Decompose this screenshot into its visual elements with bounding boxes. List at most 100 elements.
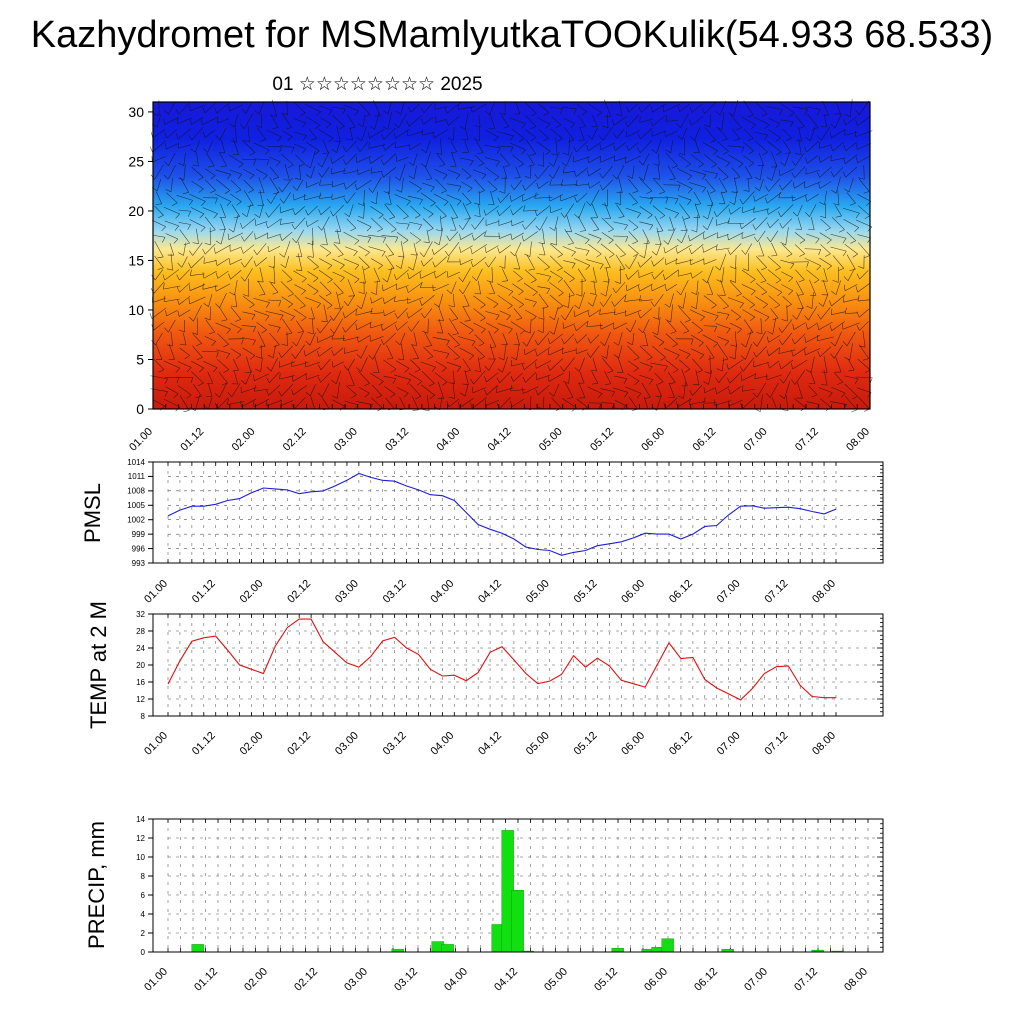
wind-barb-flag <box>356 305 362 310</box>
wind-barb <box>426 395 430 411</box>
wind-barb-flag <box>250 355 256 360</box>
wind-barb-flag <box>510 375 514 382</box>
wind-barb <box>485 166 500 178</box>
wind-barb-flag <box>432 261 436 268</box>
wind-barb <box>489 113 495 129</box>
wind-barb-flag <box>254 110 260 115</box>
wind-barb-flag <box>756 332 763 335</box>
wind-barb-flag <box>430 186 435 192</box>
wind-barb-flag <box>484 365 490 371</box>
wind-barb-flag <box>433 272 436 279</box>
wind-barb-flag <box>474 125 481 128</box>
wind-barb <box>793 398 806 408</box>
wind-barb-flag <box>410 344 417 346</box>
x-tick-label: 04.12 <box>486 426 514 454</box>
wind-barb-flag <box>187 224 191 230</box>
wind-barb-flag <box>585 250 590 256</box>
wind-barb <box>203 271 217 279</box>
wind-barb <box>446 183 462 187</box>
wind-barb <box>639 374 653 380</box>
wind-barb-flag <box>474 370 481 372</box>
wind-barb <box>780 259 794 264</box>
wind-barb <box>665 359 679 370</box>
wind-barb <box>835 176 841 194</box>
wind-barb <box>331 195 346 200</box>
wind-barb <box>606 113 609 128</box>
wind-barb-flag <box>162 237 166 243</box>
wind-barb-flag <box>382 278 388 283</box>
wind-barb <box>320 117 332 125</box>
wind-barb <box>448 242 460 257</box>
wind-barb-flag <box>267 245 270 252</box>
wind-barb <box>688 182 706 188</box>
wind-barb <box>665 152 678 167</box>
wind-barb <box>435 360 447 369</box>
wind-barb <box>831 311 846 316</box>
temp-x-ticks: 01.00 01.12 02.00 02.12 03.00 03.12 04.00 04.12… <box>142 730 838 758</box>
wind-barb <box>345 319 358 333</box>
wind-barb-flag <box>561 315 566 321</box>
wind-barb <box>387 267 393 283</box>
wind-barb <box>845 116 857 126</box>
wind-barb-flag <box>521 149 526 155</box>
wind-barb <box>255 221 268 226</box>
wind-barb <box>293 143 307 150</box>
wind-barb-flag <box>187 211 191 217</box>
wind-barb <box>409 383 422 397</box>
wind-barb-flag <box>518 304 524 309</box>
wind-barb <box>413 165 417 179</box>
wind-barb <box>356 219 372 228</box>
wind-barb <box>703 259 717 265</box>
wind-barb-flag <box>854 378 859 385</box>
wind-barb <box>835 280 841 295</box>
wind-barb <box>189 296 206 305</box>
wind-barb-flag <box>447 256 450 263</box>
wind-barb-flag <box>340 277 345 282</box>
wind-barb-flag <box>585 265 591 270</box>
wind-barb <box>499 371 511 384</box>
wind-barb <box>794 244 805 254</box>
wind-barb-flag <box>163 174 169 180</box>
wind-barb-flag <box>754 176 761 181</box>
wind-barb <box>293 385 307 396</box>
wind-barb <box>846 192 856 204</box>
x-tick-label: 05.12 <box>588 426 616 454</box>
wind-barb-flag <box>669 178 676 181</box>
wind-barb <box>294 206 306 216</box>
wind-barb-flag <box>354 240 360 245</box>
wind-barb-flag <box>202 283 204 290</box>
wind-barb <box>845 142 857 151</box>
wind-barb <box>484 157 500 162</box>
wind-barb <box>682 216 687 231</box>
wind-barb <box>830 401 847 405</box>
wind-barb-flag <box>197 177 204 181</box>
wind-barb <box>401 177 404 193</box>
wind-barb <box>766 374 782 381</box>
wind-barb-flag <box>560 179 564 186</box>
wind-barb-flag <box>549 227 555 231</box>
wind-barb <box>164 269 180 281</box>
wind-barb <box>241 387 257 394</box>
wind-barb-flag <box>747 114 754 118</box>
wind-barb-flag <box>799 239 806 244</box>
wind-barb <box>524 298 537 303</box>
wind-barb-flag <box>337 292 344 296</box>
wind-barb <box>734 190 738 205</box>
wind-barb-flag <box>478 342 485 347</box>
wind-barb <box>183 152 186 166</box>
wind-barb <box>244 112 254 129</box>
wind-barb-flag <box>586 170 589 177</box>
wind-barb <box>163 360 181 369</box>
wind-barb-flag <box>531 279 537 283</box>
wind-barb <box>347 294 355 306</box>
wind-barb-flag <box>230 140 237 143</box>
wind-barb-flag <box>199 213 205 219</box>
wind-barb <box>614 294 627 307</box>
wind-barb <box>241 398 257 408</box>
wind-barb-flag <box>820 125 827 128</box>
wind-barb-flag <box>319 179 322 186</box>
wind-barb-flag <box>638 176 644 181</box>
wind-barb <box>190 255 205 269</box>
wind-barb-flag <box>651 273 655 280</box>
wind-barb-flag <box>687 175 693 181</box>
